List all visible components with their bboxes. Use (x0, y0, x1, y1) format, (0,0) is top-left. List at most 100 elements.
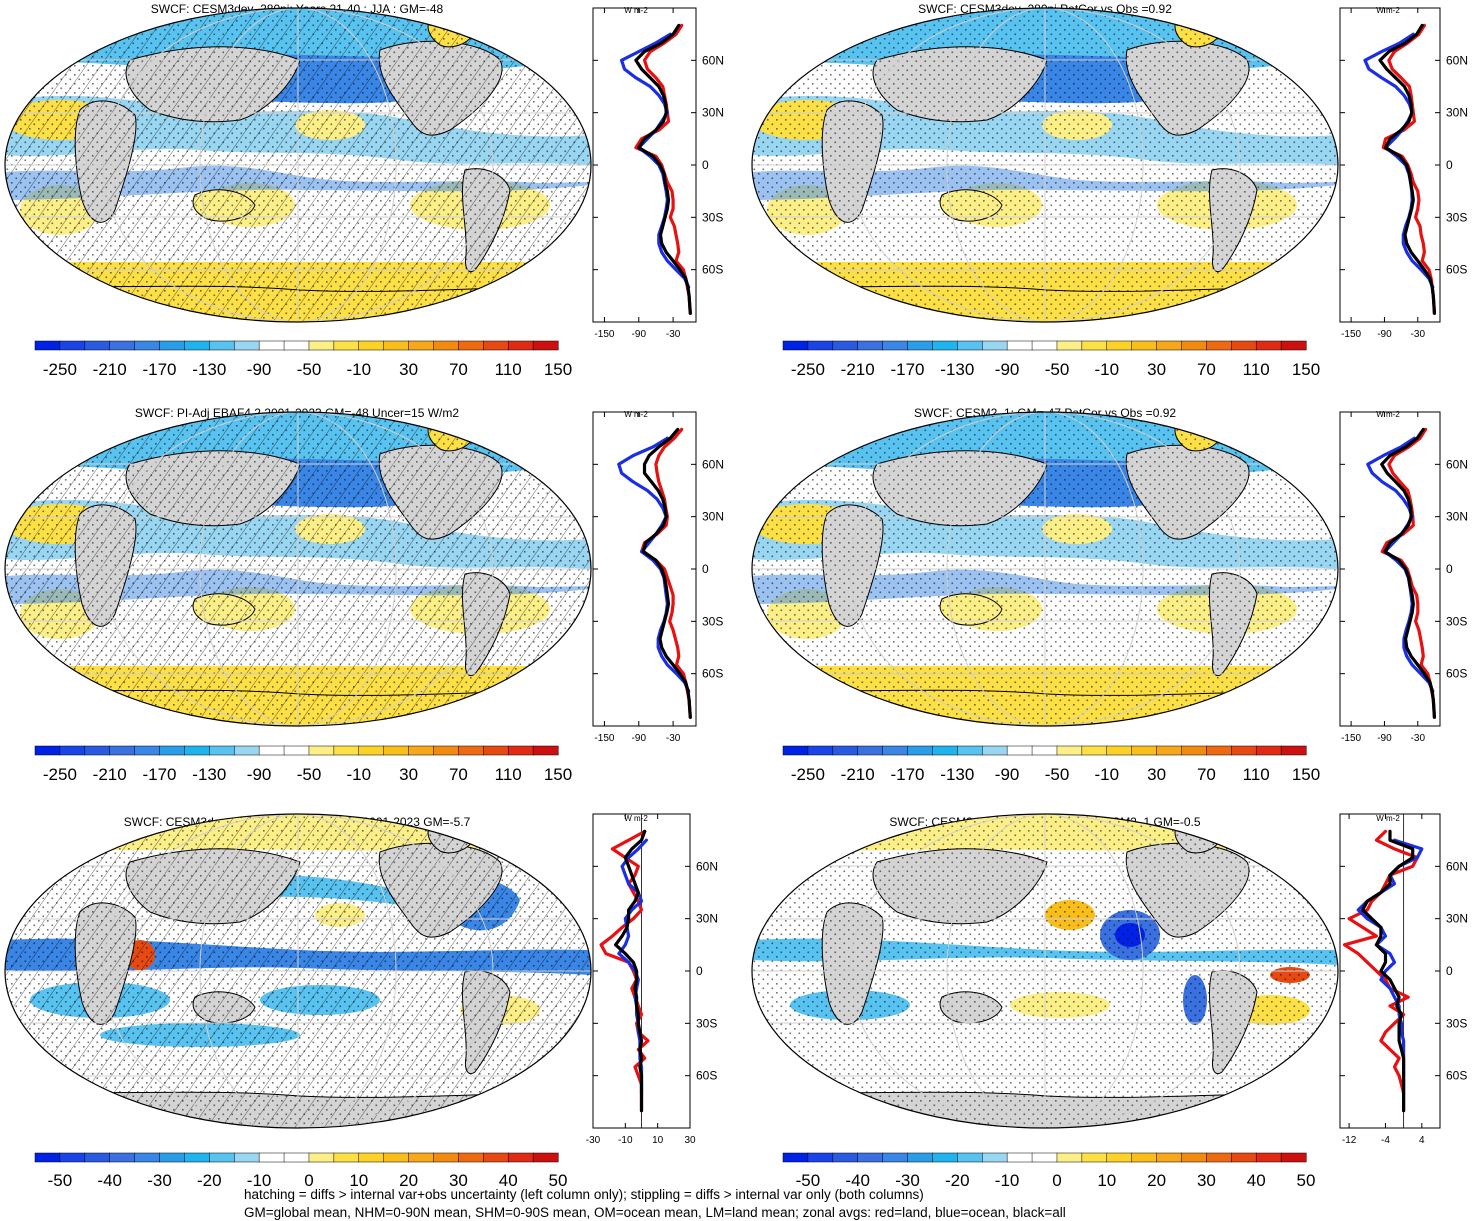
colorbar-tick-label: -130 (192, 360, 226, 379)
x-tick-label: -30 (1411, 733, 1426, 744)
colorbar-cell (1206, 745, 1232, 756)
lat-tick-label: 30N (1446, 106, 1468, 120)
lat-tick-label: 30S (1446, 1016, 1467, 1030)
world-map (751, 7, 1339, 323)
x-tick-label: -4 (1381, 1135, 1390, 1146)
colorbar-tick-label: -130 (940, 360, 974, 379)
colorbar-cell (333, 745, 360, 756)
colorbar-tick-label: -170 (142, 765, 176, 784)
colorbar-cell (233, 1152, 260, 1163)
colorbar-tick-label: -170 (890, 360, 924, 379)
colorbar-cell (507, 340, 534, 351)
colorbar-tick-label: 40 (1247, 1171, 1266, 1190)
lat-tick-label: 0 (702, 158, 709, 172)
colorbar-cell (1280, 1152, 1307, 1163)
colorbar-cell (1081, 745, 1108, 756)
colorbar-cell (532, 1152, 559, 1163)
colorbar-cell (807, 340, 834, 351)
lat-tick-label: 30S (1446, 614, 1467, 628)
colorbar-cell (782, 1152, 809, 1163)
zonal-unit-label: W m-2 (624, 814, 648, 823)
colorbar-cell (1181, 340, 1207, 351)
colorbar-cell (1231, 745, 1257, 756)
lat-tick-label: 60N (1446, 859, 1468, 873)
panel-obs-ebaf: SWCF: PI-Adj EBAF4.2 2001-2023 GM=-48 Un… (4, 406, 724, 784)
colorbar-cell (1056, 745, 1083, 756)
colorbar-cell (832, 1152, 859, 1163)
colorbar-cell (1280, 745, 1307, 756)
colorbar-tick-label: 0 (304, 1171, 313, 1190)
colorbar-cell (59, 1152, 86, 1163)
zonal-average-plot: 60N 30N 0 30S 60S -30 -10 10 30 W m-2 (586, 813, 718, 1146)
panel-bias-vs-ebaf: SWCF: CESM3dev_280pi: Bias vs EBAF4.2 20… (4, 813, 718, 1190)
colorbar-cell (1131, 340, 1158, 351)
colorbar-cell (458, 340, 484, 351)
colorbar-cell (408, 745, 435, 756)
lat-tick-label: 60N (1446, 53, 1468, 67)
footnote-legend: GM=global mean, NHM=0-90N mean, SHM=0-90… (244, 1205, 1066, 1220)
lat-tick-label: 60S (702, 263, 723, 277)
colorbar-tick-label: -50 (48, 1171, 73, 1190)
colorbar: -250 -210 -170 -130 -90 -50 -10 30 70 110 150 (782, 340, 1320, 379)
colorbar-tick-label: 110 (495, 765, 522, 784)
lat-tick-label: 60S (702, 667, 723, 681)
lat-tick-label: 30N (696, 912, 718, 926)
world-map (751, 813, 1339, 1129)
colorbar-tick-label: -210 (93, 360, 127, 379)
colorbar-tick-label: -210 (93, 765, 127, 784)
colorbar-cell (109, 1152, 136, 1163)
zonal-series-line (1380, 427, 1437, 719)
colorbar-cell (283, 745, 310, 756)
lat-tick-label: 30S (1446, 210, 1467, 224)
colorbar-cell (358, 745, 385, 756)
zonal-plot-frame (1339, 813, 1441, 1129)
colorbar-cell (1031, 1152, 1058, 1163)
lat-tick-label: 0 (1446, 964, 1453, 978)
colorbar-tick-label: -10 (995, 1171, 1020, 1190)
colorbar-tick-label: -50 (297, 360, 322, 379)
colorbar-cell (134, 745, 161, 756)
colorbar-tick-label: -50 (796, 1171, 821, 1190)
colorbar-cell (832, 745, 859, 756)
colorbar-cell (957, 1152, 983, 1163)
lat-tick-label: 60N (702, 53, 724, 67)
colorbar-cell (458, 1152, 484, 1163)
x-tick-label: -12 (1342, 1135, 1357, 1146)
colorbar-cell (1206, 340, 1232, 351)
zonal-series-line (613, 829, 647, 1113)
colorbar-tick-label: -50 (297, 765, 322, 784)
world-map (4, 7, 592, 323)
colorbar: -250 -210 -170 -130 -90 -50 -10 30 70 110 150 (34, 340, 572, 379)
colorbar-cell (532, 745, 559, 756)
lat-tick-label: 30N (1446, 912, 1468, 926)
zonal-unit-label: W m-2 (1376, 6, 1400, 15)
colorbar-cell (408, 1152, 435, 1163)
zonal-average-plot: 60N 30N 0 30S 60S -150 -90 -30 W m-2 (592, 410, 724, 744)
zonal-average-plot: 60N 30N 0 30S 60S -150 -90 -30 W m-2 (1339, 6, 1468, 340)
x-tick-label: -150 (594, 733, 614, 744)
colorbar-cell (807, 745, 834, 756)
colorbar-tick-label: -10 (347, 765, 372, 784)
colorbar-tick-label: -130 (940, 765, 974, 784)
colorbar-cell (981, 340, 1008, 351)
x-tick-label: -90 (1377, 329, 1392, 340)
colorbar-cell (159, 1152, 185, 1163)
colorbar-cell (258, 1152, 285, 1163)
colorbar-cell (84, 745, 111, 756)
colorbar-cell (1131, 745, 1158, 756)
colorbar-tick-label: -90 (247, 765, 272, 784)
colorbar-cell (1181, 1152, 1207, 1163)
colorbar-cell (907, 1152, 933, 1163)
x-tick-label: -30 (586, 1135, 601, 1146)
colorbar: -50 -40 -30 -20 -10 0 10 20 30 40 50 (782, 1152, 1315, 1190)
colorbar-cell (957, 745, 983, 756)
zonal-unit-label: W m-2 (624, 6, 648, 15)
colorbar-cell (532, 340, 559, 351)
colorbar-cell (308, 745, 335, 756)
lat-tick-label: 60S (1446, 263, 1467, 277)
lat-tick-label: 60N (702, 457, 724, 471)
colorbar-cell (483, 745, 509, 756)
lat-tick-label: 0 (1446, 562, 1453, 576)
colorbar-cell (233, 745, 260, 756)
colorbar-tick-label: -210 (841, 765, 875, 784)
